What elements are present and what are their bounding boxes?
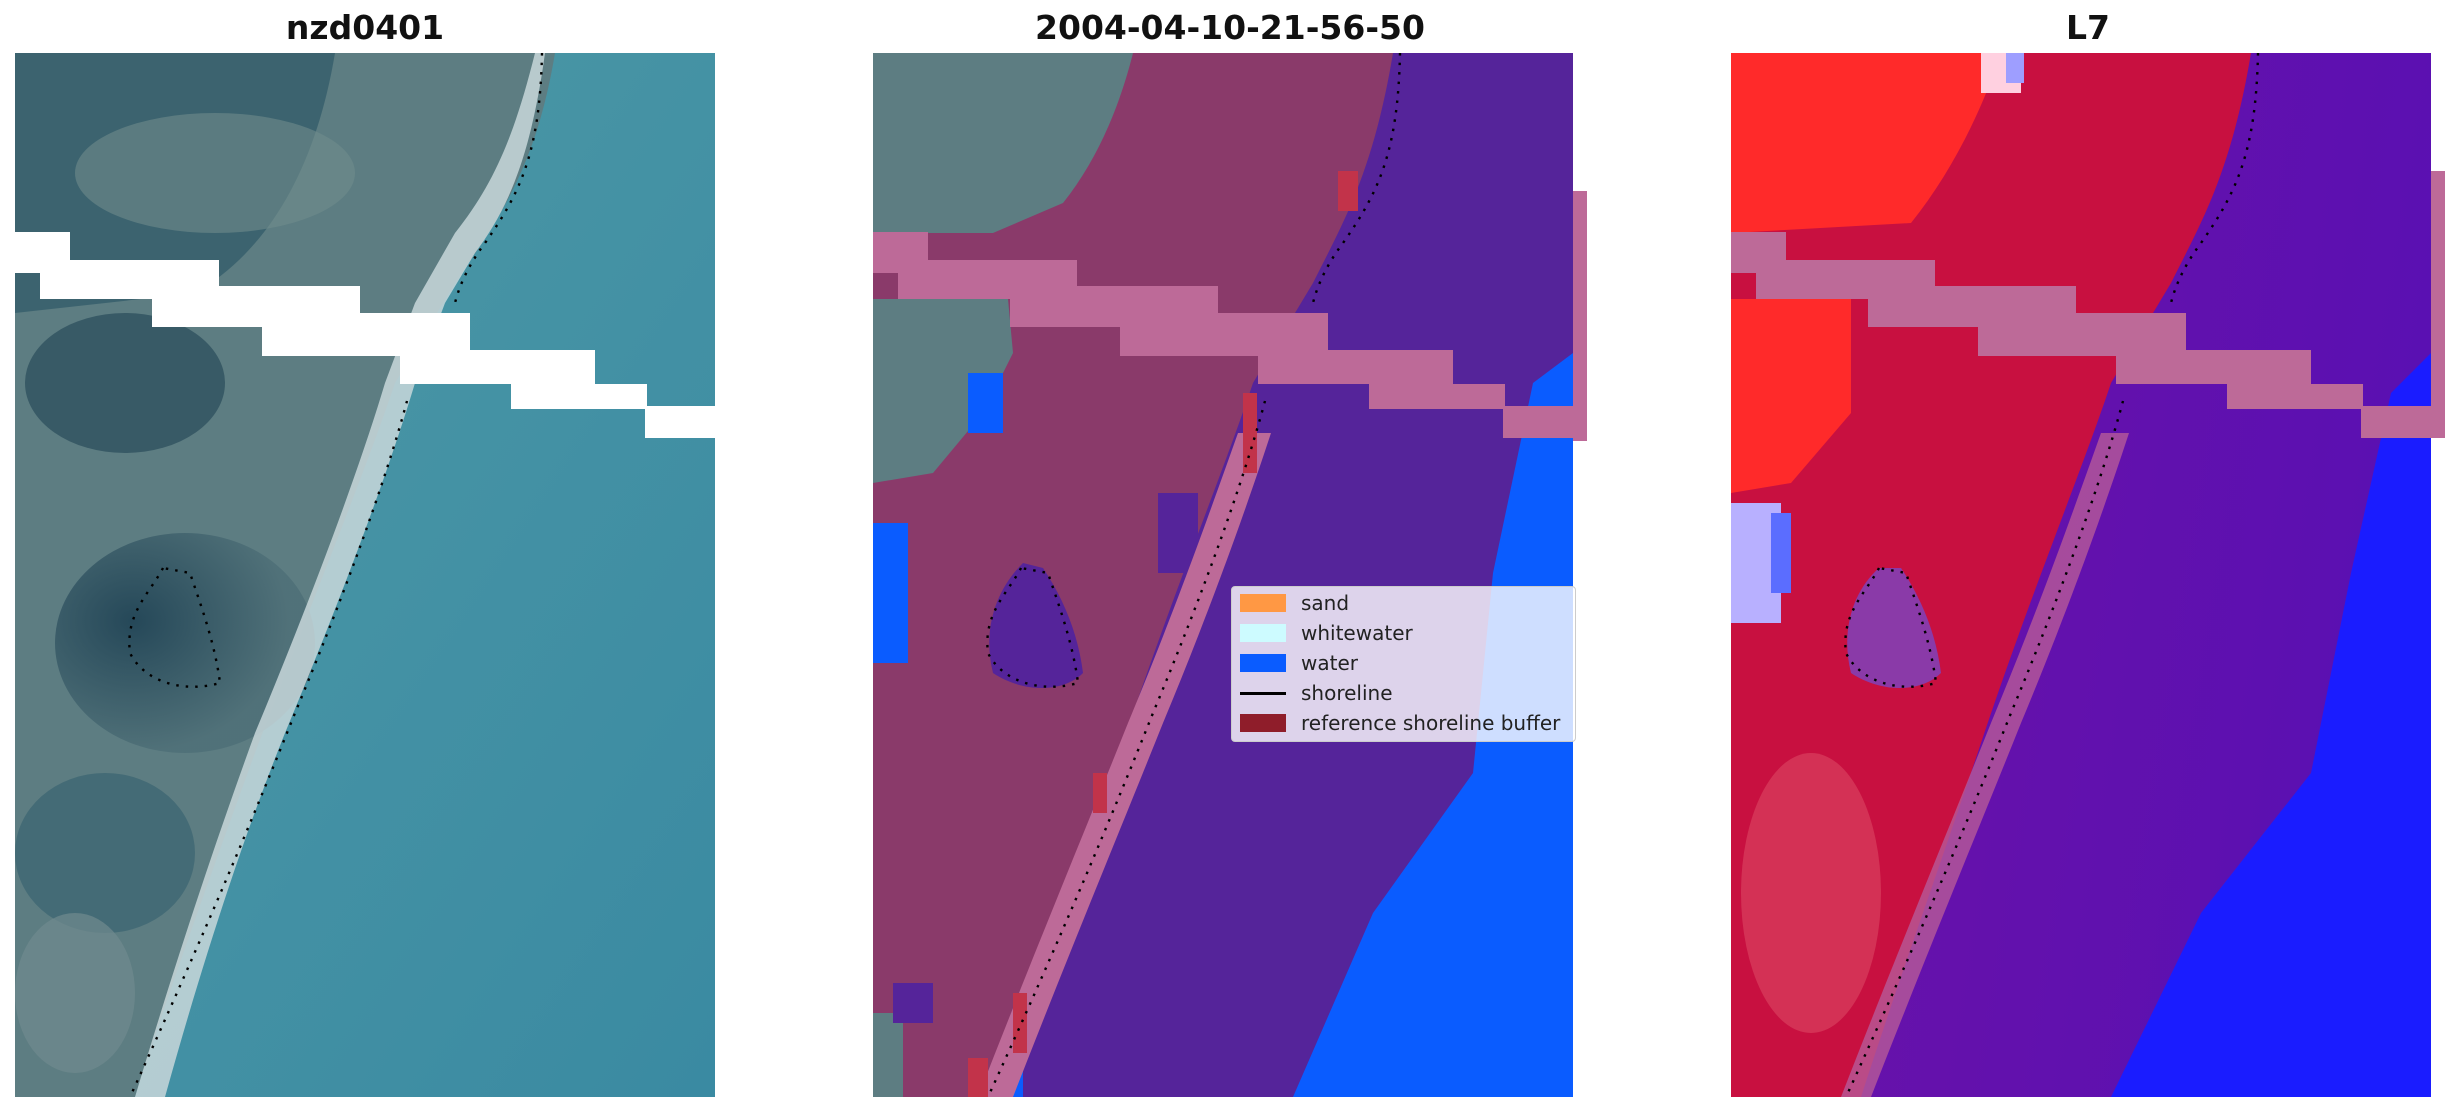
classification-image bbox=[873, 53, 1587, 1097]
sand-swatch bbox=[1240, 594, 1286, 612]
legend-item-sand: sand bbox=[1240, 590, 1349, 616]
rgb-image bbox=[15, 53, 715, 1097]
panel-index: L7 bbox=[1731, 0, 2445, 1113]
legend-item-reference-buffer: reference shoreline buffer bbox=[1240, 710, 1560, 736]
index-image bbox=[1731, 53, 2445, 1097]
panel-title: 2004-04-10-21-56-50 bbox=[1035, 8, 1425, 47]
buffer-swatch bbox=[1240, 714, 1286, 732]
whitewater-swatch bbox=[1240, 624, 1286, 642]
legend-item-shoreline: shoreline bbox=[1240, 680, 1393, 706]
panel-classification: 2004-04-10-21-56-50 bbox=[873, 0, 1587, 1113]
panel-title: L7 bbox=[2066, 8, 2110, 47]
rgb-image-canvas bbox=[15, 53, 715, 1097]
water-swatch bbox=[1240, 654, 1286, 672]
shoreline-line-swatch bbox=[1240, 691, 1286, 695]
panel-title: nzd0401 bbox=[285, 8, 445, 47]
legend-item-whitewater: whitewater bbox=[1240, 620, 1413, 646]
panel-rgb: nzd0401 bbox=[15, 0, 715, 1113]
legend-item-water: water bbox=[1240, 650, 1358, 676]
legend-label: water bbox=[1301, 651, 1358, 675]
legend-label: shoreline bbox=[1301, 681, 1393, 705]
legend-label: whitewater bbox=[1301, 621, 1413, 645]
classification-canvas bbox=[873, 53, 1587, 1097]
legend: sand whitewater water shoreline referenc… bbox=[1231, 586, 1576, 742]
legend-label: reference shoreline buffer bbox=[1301, 711, 1561, 735]
legend-label: sand bbox=[1301, 591, 1350, 615]
index-canvas bbox=[1731, 53, 2445, 1097]
